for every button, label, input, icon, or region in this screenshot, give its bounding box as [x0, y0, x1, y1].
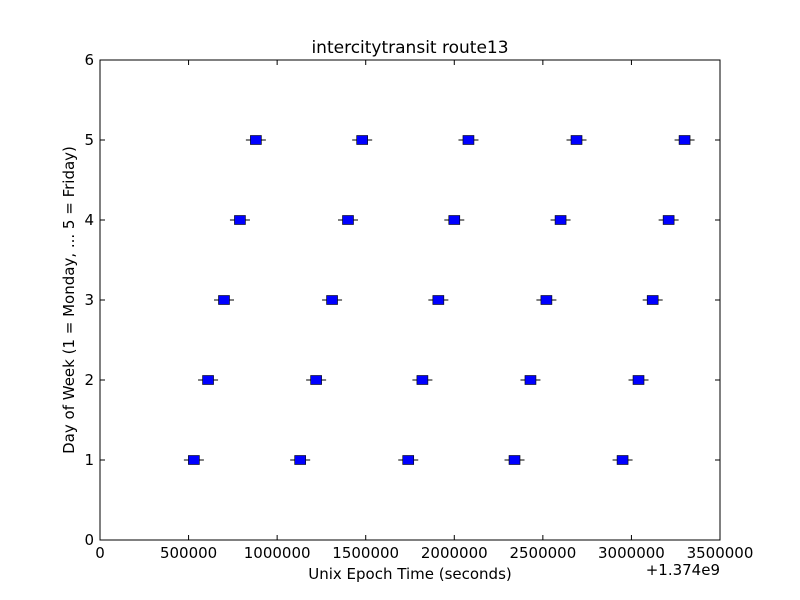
data-point-square	[402, 455, 415, 465]
x-axis-offset-label: +1.374e9	[646, 561, 720, 579]
data-point-square	[250, 135, 262, 145]
data-point	[198, 375, 219, 385]
x-tick-label: 1500000	[332, 544, 399, 562]
y-tick-label: 5	[84, 131, 94, 149]
data-point-square	[616, 455, 629, 465]
x-tick-label: 1000000	[244, 544, 311, 562]
y-tick-label: 4	[84, 211, 94, 229]
y-axis-ticks: 0 1 2 3 4 5 6	[84, 51, 720, 549]
data-point-square	[356, 135, 368, 145]
data-point-square	[662, 215, 675, 225]
x-tick-label: 2000000	[421, 544, 488, 562]
x-tick-label: 0	[95, 544, 105, 562]
data-point-square	[448, 215, 461, 225]
data-point	[214, 295, 234, 305]
data-point	[536, 295, 557, 305]
x-tick-label: 3500000	[687, 544, 754, 562]
data-point-square	[342, 215, 354, 225]
y-tick-label: 6	[84, 51, 94, 69]
data-point-square	[294, 455, 306, 465]
plot-frame	[99, 59, 721, 541]
data-point	[550, 215, 571, 225]
data-point	[290, 455, 311, 465]
y-tick-label: 3	[84, 291, 94, 309]
y-tick-label: 2	[84, 371, 94, 389]
data-point-square	[508, 455, 521, 465]
data-point	[428, 295, 449, 305]
data-point	[352, 135, 373, 145]
data-point	[245, 135, 266, 145]
data-point	[229, 215, 250, 225]
data-point-square	[416, 375, 429, 385]
data-point-square	[632, 375, 645, 385]
data-point	[183, 455, 204, 465]
data-point	[520, 375, 541, 385]
data-point	[612, 455, 633, 465]
data-point	[412, 375, 433, 385]
x-tick-label: 3000000	[598, 544, 665, 562]
y-tick-label: 0	[84, 531, 94, 549]
data-point-square	[188, 455, 200, 465]
data-point-square	[678, 135, 691, 145]
data-point	[674, 135, 695, 145]
data-point	[628, 375, 649, 385]
x-axis-label: Unix Epoch Time (seconds)	[308, 565, 512, 583]
data-point-square	[234, 215, 246, 225]
data-point	[642, 295, 663, 305]
y-axis-label: Day of Week (1 = Monday, ... 5 = Friday)	[60, 146, 78, 454]
data-point-square	[202, 375, 214, 385]
data-point-square	[646, 295, 659, 305]
x-axis-ticks: 0 500000 1000000 1500000 2000000 2500000 30000…	[95, 60, 753, 562]
data-point-square	[570, 135, 583, 145]
data-point	[458, 135, 479, 145]
data-point	[338, 215, 358, 225]
data-points	[183, 135, 695, 465]
data-point-square	[218, 295, 230, 305]
data-point	[566, 135, 587, 145]
data-point	[306, 375, 327, 385]
x-tick-label: 2500000	[509, 544, 576, 562]
data-point-square	[540, 295, 553, 305]
data-point	[658, 215, 679, 225]
y-tick-label: 1	[84, 451, 94, 469]
data-point-square	[310, 375, 322, 385]
chart-title: intercitytransit route13	[311, 38, 508, 58]
x-tick-label: 500000	[160, 544, 217, 562]
data-point	[444, 215, 465, 225]
data-point-square	[432, 295, 445, 305]
data-point	[398, 455, 419, 465]
data-point-square	[326, 295, 338, 305]
data-point	[322, 295, 343, 305]
data-point-square	[554, 215, 567, 225]
data-point-square	[462, 135, 475, 145]
data-point-square	[524, 375, 537, 385]
data-point	[504, 455, 525, 465]
